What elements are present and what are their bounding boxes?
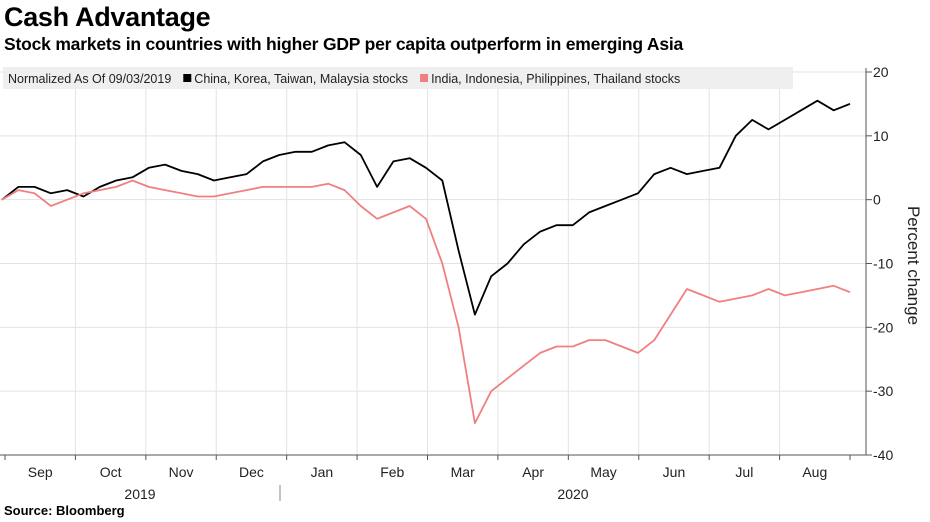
x-tick-label: Jan	[311, 464, 334, 480]
y-tick-label: -30	[873, 383, 893, 399]
y-tick-label: -40	[873, 447, 893, 463]
x-tick-label: Dec	[239, 464, 264, 480]
x-tick-label: Feb	[380, 464, 404, 480]
chart-subtitle: Stock markets in countries with higher G…	[4, 34, 684, 54]
x-tick-label: Mar	[451, 464, 475, 480]
source-note: Source: Bloomberg	[4, 503, 125, 518]
x-tick-label: Sep	[28, 464, 53, 480]
legend-label-series-2: India, Indonesia, Philippines, Thailand …	[431, 72, 680, 86]
chart-title: Cash Advantage	[4, 2, 211, 32]
x-year-label: 2020	[557, 486, 588, 502]
legend-swatch-series-1	[183, 74, 192, 82]
grid-lines	[0, 71, 866, 456]
x-tick-label: May	[590, 464, 616, 480]
x-tick-label: Jun	[663, 464, 686, 480]
x-year-label: 2019	[124, 486, 155, 502]
y-axis-label: Percent change	[904, 206, 923, 325]
y-tick-label: 0	[873, 192, 881, 208]
y-tick-label: 10	[873, 128, 889, 144]
y-tick-label: -20	[873, 319, 893, 335]
axes: 20 10 0 -10 -20 -30 -40 Sep Oct Nov Dec Jan Feb Mar Ap…	[0, 64, 893, 502]
legend-swatch-series-2	[420, 74, 429, 82]
x-tick-label: Oct	[100, 464, 122, 480]
x-tick-label: Nov	[169, 464, 194, 480]
series-line-1	[1, 99, 851, 316]
series-line-2	[1, 179, 851, 425]
x-tick-label: Aug	[802, 464, 827, 480]
legend-label-series-1: China, Korea, Taiwan, Malaysia stocks	[194, 72, 408, 86]
y-tick-label: 20	[873, 64, 889, 80]
legend-note: Normalized As Of 09/03/2019	[8, 72, 171, 86]
x-tick-label: Jul	[735, 464, 753, 480]
x-tick-label: Apr	[522, 464, 544, 480]
legend-background	[3, 67, 793, 89]
y-tick-label: -10	[873, 256, 893, 272]
series-lines	[1, 99, 851, 425]
